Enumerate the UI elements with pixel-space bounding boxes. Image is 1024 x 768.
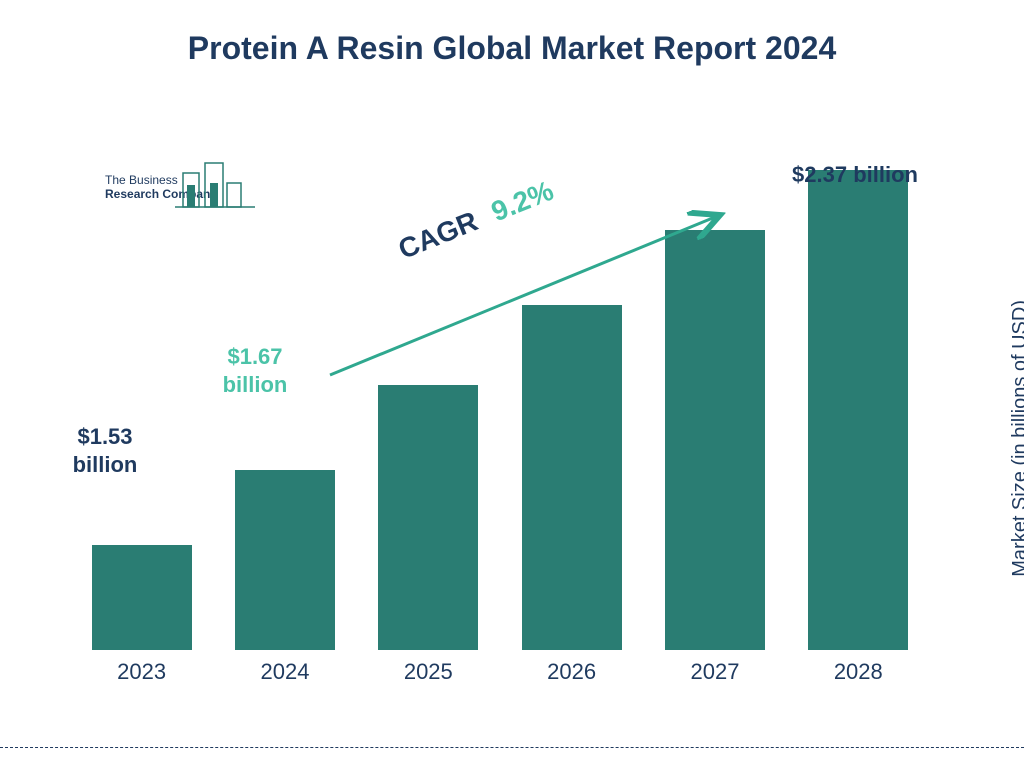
bar-rect (235, 470, 335, 650)
y-axis-label: Market Size (in billions of USD) (1009, 300, 1024, 577)
x-tick-label: 2026 (522, 659, 622, 685)
bar-rect (808, 170, 908, 650)
chart-area: 2023 2024 2025 2026 2027 2028 $1.53 bill… (70, 160, 930, 690)
chart-title: Protein A Resin Global Market Report 202… (0, 30, 1024, 67)
bar-rect (92, 545, 192, 650)
bar-2027: 2027 (665, 230, 765, 650)
x-tick-label: 2028 (808, 659, 908, 685)
bar-rect (378, 385, 478, 650)
value-label-2024: $1.67 billion (210, 343, 300, 400)
bar-2025: 2025 (378, 385, 478, 650)
bar-2024: 2024 (235, 470, 335, 650)
bar-2028: 2028 (808, 170, 908, 650)
bar-2026: 2026 (522, 305, 622, 650)
bar-rect (522, 305, 622, 650)
bar-2023: 2023 (92, 545, 192, 650)
x-tick-label: 2025 (378, 659, 478, 685)
x-tick-label: 2024 (235, 659, 335, 685)
bars-container: 2023 2024 2025 2026 2027 2028 (70, 160, 930, 650)
value-label-2023: $1.53 billion (60, 423, 150, 480)
x-tick-label: 2027 (665, 659, 765, 685)
bar-rect (665, 230, 765, 650)
value-label-2028: $2.37 billion (770, 161, 940, 190)
x-tick-label: 2023 (92, 659, 192, 685)
footer-divider (0, 747, 1024, 748)
